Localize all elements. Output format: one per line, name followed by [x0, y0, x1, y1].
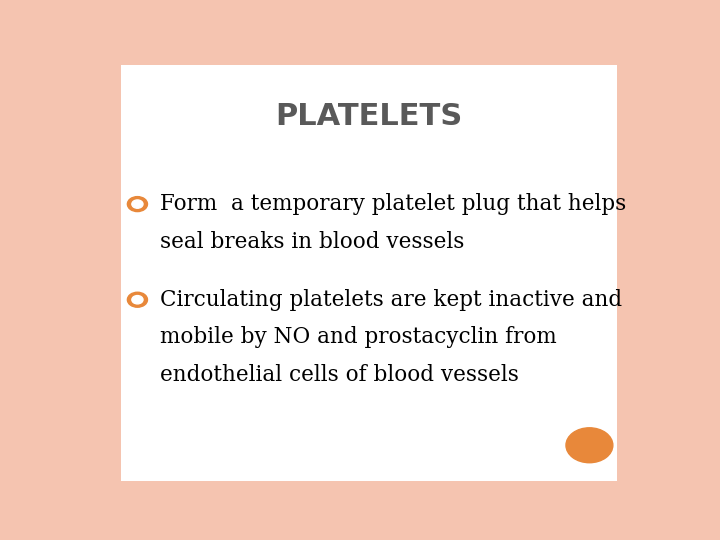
Text: seal breaks in blood vessels: seal breaks in blood vessels	[160, 231, 464, 253]
Text: Circulating platelets are kept inactive and: Circulating platelets are kept inactive …	[160, 289, 622, 310]
Circle shape	[127, 292, 148, 307]
Text: Form  a temporary platelet plug that helps: Form a temporary platelet plug that help…	[160, 193, 626, 215]
FancyBboxPatch shape	[121, 65, 617, 481]
Text: PLATELETS: PLATELETS	[275, 102, 463, 131]
Text: mobile by NO and prostacyclin from: mobile by NO and prostacyclin from	[160, 326, 557, 348]
Circle shape	[132, 200, 143, 208]
Text: endothelial cells of blood vessels: endothelial cells of blood vessels	[160, 363, 518, 386]
Circle shape	[127, 197, 148, 212]
Circle shape	[566, 428, 613, 463]
Circle shape	[132, 295, 143, 304]
